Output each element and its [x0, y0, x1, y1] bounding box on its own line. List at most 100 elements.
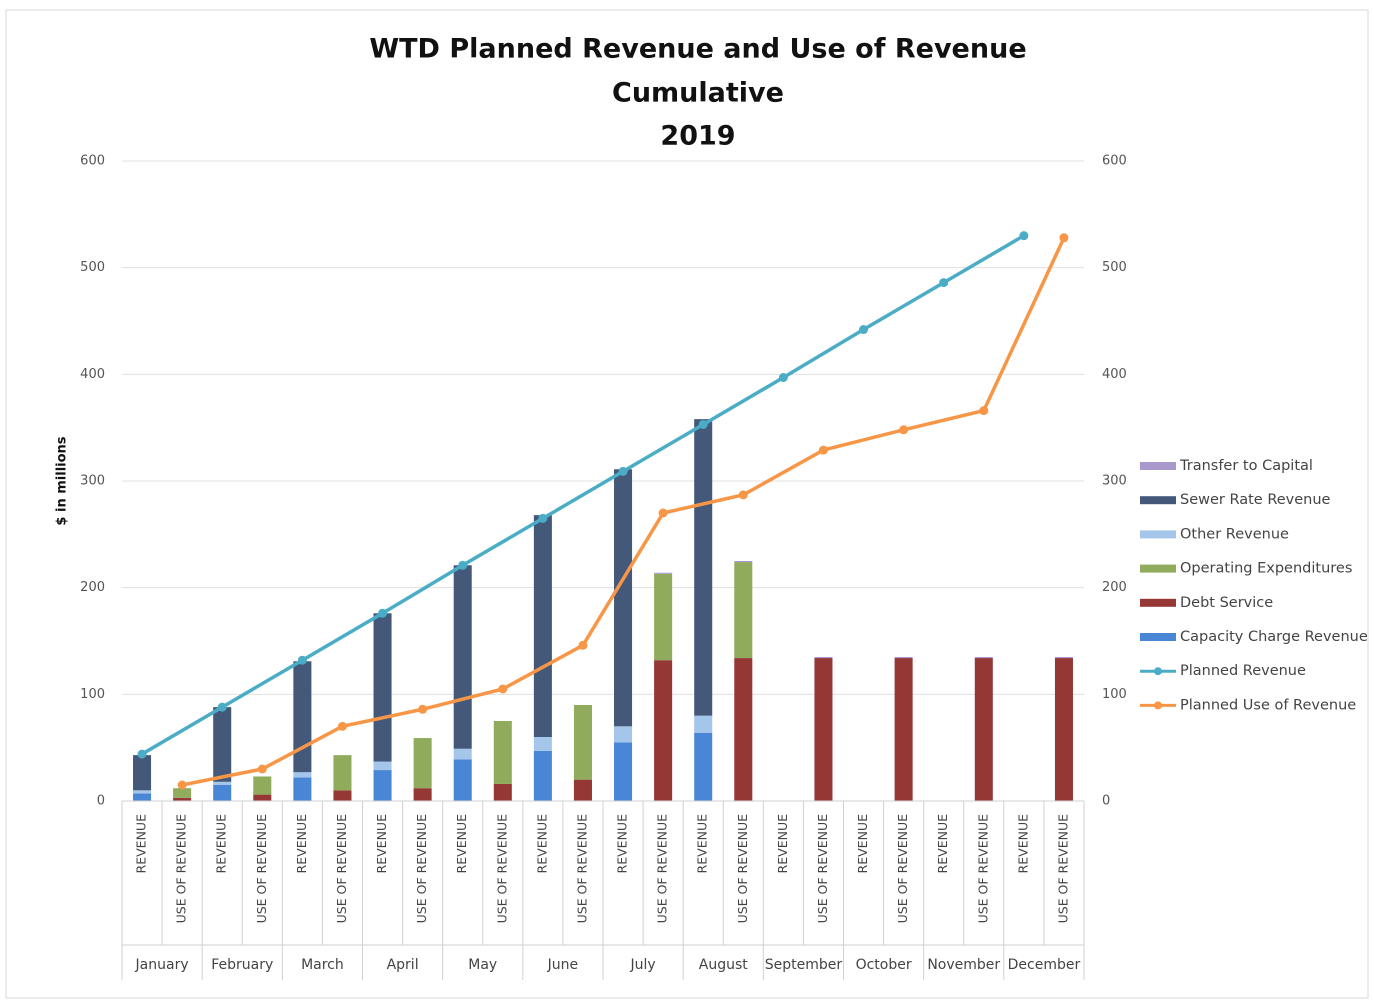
x-group-label: January — [135, 957, 189, 973]
y-tick-label: 500 — [80, 260, 105, 275]
x-tick-label: USE OF REVENUE — [494, 814, 509, 923]
line-point — [1019, 231, 1029, 241]
bar-segment — [614, 742, 633, 801]
y2-tick-label: 0 — [1102, 794, 1110, 809]
x-tick-label: USE OF REVENUE — [254, 814, 269, 923]
bar-segment — [333, 755, 352, 791]
bar-segment — [373, 613, 392, 762]
legend-label: Sewer Rate Revenue — [1180, 492, 1331, 508]
bar-segment — [614, 726, 633, 743]
y2-tick-label: 500 — [1102, 260, 1127, 275]
x-tick-label: USE OF REVENUE — [655, 814, 670, 923]
x-tick-label: USE OF REVENUE — [815, 814, 830, 923]
x-group-label: December — [1008, 957, 1081, 973]
legend-swatch — [1154, 667, 1162, 676]
bar-segment — [213, 707, 232, 782]
bar-segment — [453, 565, 472, 749]
bar-segment — [734, 561, 753, 563]
bar-segment — [614, 469, 633, 727]
bar-segment — [373, 770, 392, 801]
x-tick-label: USE OF REVENUE — [735, 814, 750, 923]
x-group-label: November — [927, 957, 1000, 973]
bar-segment — [293, 661, 312, 773]
legend-label: Planned Use of Revenue — [1180, 697, 1356, 713]
line-point — [859, 325, 869, 335]
legend-swatch — [1140, 633, 1176, 641]
bar-segment — [253, 776, 272, 795]
legend-label: Transfer to Capital — [1179, 458, 1313, 474]
line-point — [738, 490, 748, 500]
x-group-label: April — [387, 957, 419, 973]
line-point — [378, 608, 388, 618]
y-tick-label: 200 — [80, 580, 105, 595]
legend-swatch — [1140, 598, 1176, 607]
line-point — [337, 721, 347, 731]
x-tick-label: REVENUE — [374, 814, 389, 874]
y2-tick-label: 200 — [1102, 580, 1127, 595]
bar-segment — [293, 777, 312, 801]
x-tick-label: REVENUE — [615, 814, 630, 874]
x-group-label: August — [699, 957, 749, 973]
legend-label: Operating Expenditures — [1180, 561, 1352, 577]
bar-segment — [573, 705, 592, 780]
legend-label: Debt Service — [1180, 595, 1273, 611]
bar-segment — [1054, 657, 1073, 659]
legend-label: Other Revenue — [1180, 526, 1289, 542]
x-tick-label: REVENUE — [855, 814, 870, 874]
x-tick-label: USE OF REVENUE — [975, 814, 990, 923]
bar-segment — [133, 793, 152, 801]
bar-segment — [493, 783, 512, 801]
line-point — [778, 373, 788, 383]
bar-segment — [493, 721, 512, 784]
bar-segment — [133, 790, 152, 794]
bar-segment — [654, 572, 673, 574]
legend-swatch — [1140, 530, 1176, 539]
x-tick-label: REVENUE — [214, 814, 229, 874]
bar-segment — [814, 658, 833, 801]
x-tick-label: USE OF REVENUE — [414, 814, 429, 923]
line-point — [458, 560, 468, 570]
x-tick-label: REVENUE — [454, 814, 469, 874]
y2-tick-label: 400 — [1102, 367, 1127, 382]
x-tick-label: REVENUE — [695, 814, 710, 874]
bar-segment — [974, 658, 993, 801]
legend-swatch — [1154, 701, 1162, 710]
y-tick-label: 300 — [80, 474, 105, 489]
x-group-label: July — [629, 957, 655, 973]
legend-label: Planned Revenue — [1180, 663, 1306, 679]
line-series — [141, 234, 1025, 756]
bar-segment — [734, 562, 753, 659]
x-group-label: May — [468, 957, 497, 973]
y-tick-label: 0 — [97, 794, 105, 809]
y-tick-label: 100 — [80, 687, 105, 702]
x-group-label: February — [211, 957, 273, 973]
bar-segment — [694, 419, 713, 716]
legend-swatch — [1140, 496, 1176, 505]
chart-title: Cumulative — [612, 78, 784, 109]
legend-label: Capacity Charge Revenue — [1180, 629, 1368, 645]
line-point — [698, 419, 708, 429]
x-tick-label: REVENUE — [534, 814, 549, 874]
bar-segment — [694, 715, 713, 733]
line-point — [257, 764, 267, 774]
x-tick-label: USE OF REVENUE — [1055, 814, 1070, 923]
y-axis-label: $ in millions — [55, 436, 70, 525]
line-point — [177, 780, 187, 790]
line-point — [578, 640, 588, 650]
x-tick-label: REVENUE — [294, 814, 309, 874]
bar-segment — [253, 794, 272, 801]
x-tick-label: REVENUE — [775, 814, 790, 874]
line-point — [658, 508, 668, 518]
bar-segment — [533, 737, 552, 751]
legend-swatch — [1140, 462, 1176, 470]
line-point — [538, 513, 548, 523]
x-group-label: October — [856, 957, 912, 973]
bar-segment — [573, 779, 592, 801]
x-tick-label: USE OF REVENUE — [574, 814, 589, 923]
x-tick-label: USE OF REVENUE — [334, 814, 349, 923]
line-point — [217, 702, 227, 712]
bar-segment — [974, 657, 993, 659]
line-point — [1059, 233, 1069, 243]
chart-title: 2019 — [660, 121, 735, 152]
bar-segment — [413, 738, 432, 789]
